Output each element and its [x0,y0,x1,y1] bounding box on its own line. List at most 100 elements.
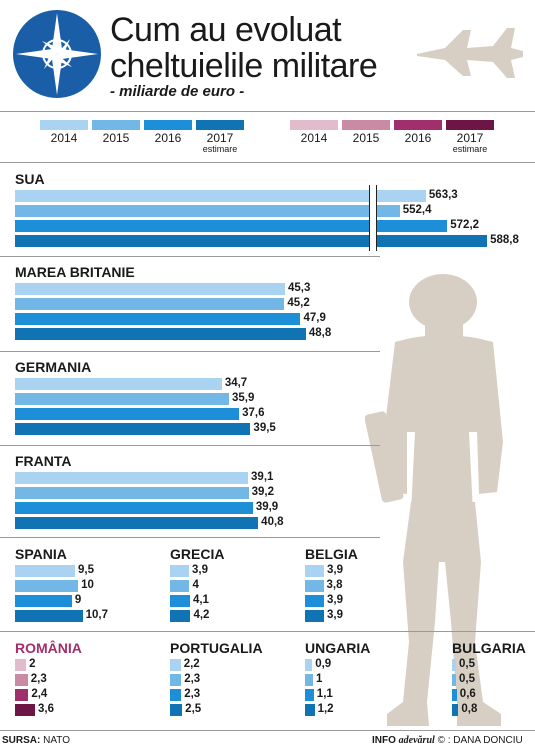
bar-ungaria-0 [305,659,313,671]
value-label-ungaria-3: 1,2 [317,703,334,715]
legend-ro-swatch-2017 [446,120,494,130]
footer-info-label: INFO [372,735,396,746]
bar-bulgaria-1 [452,674,456,686]
bar-belgia-1 [305,580,324,592]
legend-swatch-2016 [144,120,192,130]
value-label-bulgaria-1: 0,5 [459,673,475,685]
value-label-franta-3: 40,8 [261,516,284,528]
bar-spania-0 [15,565,75,577]
value-label-sua-2: 572,2 [450,219,480,231]
bar-belgia-0 [305,565,324,577]
bar-sua-2 [15,220,448,232]
value-label-germania-3: 39,5 [253,422,276,434]
value-label-portugalia-2: 2,3 [184,688,201,700]
bar-belgia-2 [305,595,324,607]
divider-2 [0,351,380,352]
legend-top-rule [0,111,535,112]
divider-4 [0,537,380,538]
value-label-portugalia-3: 2,5 [185,703,202,715]
country-label-portugalia: PORTUGALIA [170,640,263,656]
bar-romania-3 [15,704,35,716]
bar-marea-britanie-3 [15,328,306,340]
bar-belgia-3 [305,610,324,622]
value-label-belgia-0: 3,9 [327,564,343,576]
bar-marea-britanie-0 [15,283,285,295]
value-label-ungaria-2: 1,1 [316,688,333,700]
value-label-marea-britanie-0: 45,3 [288,282,311,294]
bar-ungaria-2 [305,689,314,701]
value-label-portugalia-1: 2,3 [184,673,201,685]
legend-ro-swatch-2014 [290,120,338,130]
legend-label-2016: 2016 [154,131,182,145]
value-label-spania-2: 9 [74,594,82,606]
bar-franta-0 [15,472,249,484]
nato-logo-icon [13,10,101,98]
value-label-ungaria-0: 0,9 [315,658,332,670]
country-label-grecia: GRECIA [170,546,225,562]
legend-bottom-rule [0,162,535,163]
bar-marea-britanie-2 [15,313,301,325]
footer-credit-text: : DANA DONCIU [447,735,523,746]
value-label-grecia-3: 4,2 [193,609,210,621]
legend-ro-swatch-2016 [394,120,442,130]
value-label-belgia-1: 3,8 [326,579,343,591]
bar-romania-2 [15,689,29,701]
country-label-romania: ROMÂNIA [15,640,82,656]
value-label-portugalia-0: 2,2 [183,658,200,670]
footer-credit: INFO adevărul © : DANA DONCIU [372,735,523,746]
value-label-romania-0: 2 [29,658,36,670]
value-label-marea-britanie-3: 48,8 [308,327,332,339]
value-label-spania-0: 9,5 [78,564,94,576]
bar-grecia-2 [170,595,190,607]
bar-spania-3 [15,610,83,622]
bar-bulgaria-0 [452,659,456,671]
legend-ro-label-2015: 2015 [352,131,380,145]
divider-1 [0,256,380,257]
value-label-franta-0: 39,1 [251,471,274,483]
value-label-germania-1: 35,9 [231,392,255,404]
fighter-jet-icon [417,28,523,78]
value-label-franta-1: 39,2 [251,486,275,498]
soldier-silhouette-icon [365,274,503,726]
bar-bulgaria-3 [452,704,459,716]
bar-germania-3 [15,423,251,435]
country-label-spania: SPANIA [15,546,67,562]
legend-ro-label-2016: 2016 [404,131,432,145]
value-label-romania-2: 2,4 [31,688,48,700]
legend-label-2015: 2015 [102,131,130,145]
bar-grecia-0 [170,565,189,577]
legend-swatch-2017 [196,120,244,130]
bar-germania-0 [15,378,222,390]
legend-label-2017: 2017 [206,131,234,145]
value-label-belgia-2: 3,9 [327,594,343,606]
bar-portugalia-2 [170,689,182,701]
bar-bulgaria-2 [452,689,457,701]
value-label-marea-britanie-1: 45,2 [287,297,310,309]
country-label-belgia: BELGIA [305,546,358,562]
footer-brand-logo: adevărul [398,735,435,746]
legend-label-2014: 2014 [50,131,78,145]
value-label-belgia-3: 3,9 [327,609,343,621]
bar-portugalia-0 [170,659,181,671]
value-label-romania-3: 3,6 [38,703,54,715]
country-label-franta: FRANTA [15,453,72,469]
value-label-germania-2: 37,6 [242,407,265,419]
value-label-sua-1: 552,4 [402,204,432,216]
bar-sua-1 [15,205,400,217]
value-label-spania-1: 10 [81,579,94,591]
bar-sua-0 [15,190,426,202]
value-label-sua-0: 563,3 [428,189,458,201]
bar-germania-2 [15,408,240,420]
bar-ungaria-3 [305,704,315,716]
bar-grecia-3 [170,610,191,622]
country-label-germania: GERMANIA [15,359,92,375]
bar-franta-2 [15,502,253,514]
bar-marea-britanie-1 [15,298,285,310]
chart-title-line1: Cum au evoluat [110,11,342,49]
bar-grecia-1 [170,580,190,592]
legend-ro-swatch-2015 [342,120,390,130]
axis-break-mark [369,185,377,251]
value-label-bulgaria-3: 0,8 [461,703,478,715]
footer-rule [0,730,535,731]
chart-subtitle: - miliarde de euro - [110,83,245,100]
